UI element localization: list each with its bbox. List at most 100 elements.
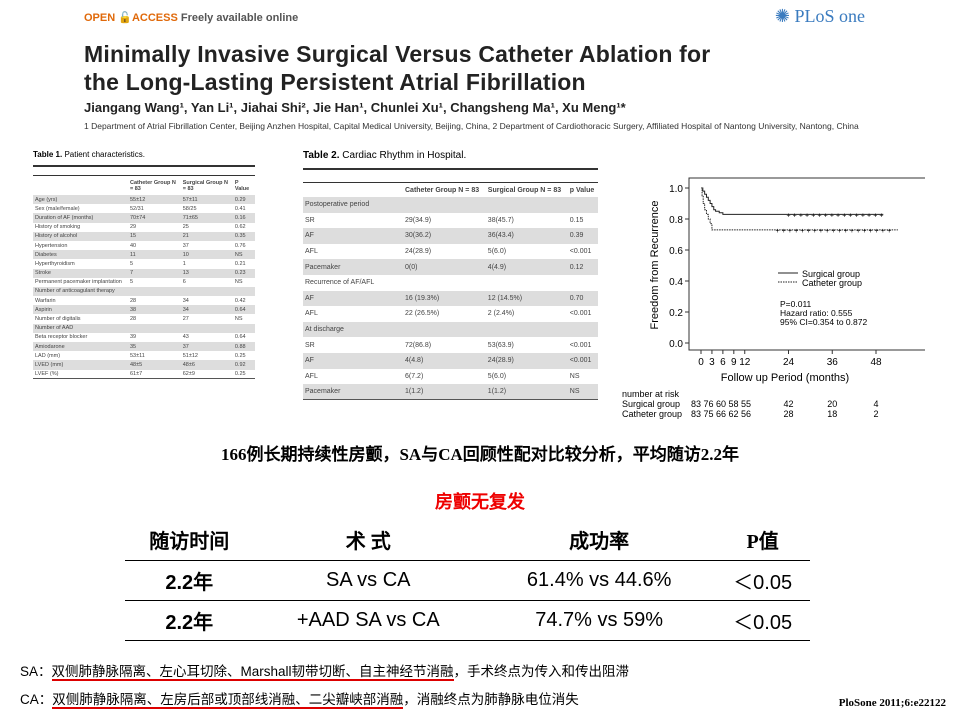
summary-header-row: 随访时间术 式成功率 P值 [125, 520, 810, 561]
header-cell: 术 式 [253, 520, 484, 561]
table-cell: Number of digitalis [35, 316, 81, 323]
header-cell: Catheter Group N = 83 [128, 175, 181, 195]
table-cell: 38 [128, 305, 181, 315]
table-cell: SR [305, 216, 315, 224]
table-cell: History of alcohol [33, 231, 128, 241]
table-row: Amiodarone 35 37 0.88 [33, 342, 255, 352]
table-cell: 0.62 [234, 224, 246, 231]
table-cell: 16 (19.3%) [403, 290, 486, 307]
table-cell: 62±9 [180, 369, 233, 380]
censor-mark: + [887, 228, 891, 235]
table-cell: 51±12 [182, 352, 198, 359]
censor-mark: + [875, 228, 879, 235]
table-cell [567, 321, 598, 338]
censor-mark: + [817, 212, 821, 219]
censor-mark: + [807, 228, 811, 235]
y-tick-label: 0.0 [669, 339, 683, 350]
table-row: AFL 22 (26.5%) 2 (2.4%) <0.001 [303, 306, 598, 322]
table-cell: 29 [130, 224, 137, 231]
x-tick-label: 3 [709, 357, 715, 368]
table-cell: Postoperative period [303, 197, 403, 213]
censor-mark: + [813, 228, 817, 235]
censor-mark: + [862, 228, 866, 235]
censor-mark: + [824, 212, 828, 219]
censor-mark: + [848, 212, 852, 219]
table-cell [485, 321, 568, 338]
table-cell: 5 [130, 260, 134, 267]
cell: 2.2年 [125, 560, 254, 601]
censor-mark: + [799, 212, 803, 219]
table-cell: Warfarin [35, 297, 56, 304]
table-cell [568, 275, 598, 291]
censor-mark: + [776, 228, 780, 235]
table-cell: 34 [182, 297, 189, 304]
table-cell: Stroke [33, 268, 128, 278]
table-cell: 72(86.8) [405, 341, 432, 349]
censor-mark: + [830, 212, 834, 219]
table-row: Stroke 7 13 0.23 [33, 268, 255, 278]
header-cell [33, 175, 128, 195]
table-cell: 21 [180, 231, 233, 241]
table-cell: 0.29 [232, 195, 255, 205]
table-row: LAD (mm) 53±11 51±12 0.25 [33, 351, 255, 360]
table-cell: <0.001 [569, 310, 592, 318]
table-cell: Beta receptor blocker [35, 334, 88, 341]
header-cell: Surgical Group N = 83 [180, 175, 233, 195]
table-cell: Hyperthyroidism [35, 260, 75, 267]
censor-mark: + [786, 212, 790, 219]
header-cell [303, 182, 403, 197]
table-cell: 29(34.9) [405, 216, 432, 224]
table-row: Number of digitalis 28 27 NS [33, 314, 255, 323]
table-row: Sex (male/female) 52/31 58/25 0.41 [33, 204, 255, 213]
censor-mark: + [794, 228, 798, 235]
censor-mark: + [788, 228, 792, 235]
cell: 61.4% vs 44.6% [483, 560, 716, 601]
table-row: Aspirin 38 34 0.64 [33, 305, 255, 315]
x-tick-label: 6 [720, 357, 726, 368]
risk-value: 4 [873, 399, 878, 409]
table-row: AFL 24(28.9) 5(6.0) <0.001 [303, 244, 598, 260]
stat-annotation: Hazard ratio: 0.555 [780, 308, 853, 318]
table-cell: 0.15 [569, 216, 584, 224]
table-row: Number of AAD [33, 323, 255, 333]
table-cell: Hypertension [35, 242, 68, 249]
table-cell [485, 197, 568, 213]
table-cell: NS [569, 372, 580, 380]
table-row: Postoperative period [303, 197, 598, 213]
header-cell: p Value [567, 182, 598, 197]
table-cell: 6(7.2) [405, 372, 424, 380]
table-cell: 5(6.0) [487, 248, 507, 256]
table-cell: 53(63.9) [487, 341, 514, 349]
plos-one-logo: ✺ PLoS one [774, 6, 865, 26]
table-cell: 61±7 [128, 369, 181, 380]
table-cell: 55±12 [128, 195, 181, 205]
table-cell: Pacemaker [303, 259, 403, 275]
censor-mark: + [856, 228, 860, 235]
risk-value: 42 [783, 399, 793, 409]
table-cell: 0.16 [232, 213, 255, 223]
table-row: Hyperthyroidism 5 1 0.21 [33, 259, 255, 268]
table-header-row: Catheter Group N = 83 Surgical Group N = … [33, 175, 255, 195]
table-cell: 36(43.4) [485, 228, 568, 244]
cell: ＜0.05 [715, 560, 810, 601]
risk-table-label: number at risk [622, 389, 680, 399]
table-cell: At discharge [303, 321, 403, 338]
table-cell: 57±11 [180, 195, 233, 205]
table-cell: 0.25 [232, 369, 255, 380]
series-line-catheter [701, 187, 898, 231]
table-cell: 1(1.2) [485, 384, 568, 401]
table-row: AF 16 (19.3%) 12 (14.5%) 0.70 [303, 290, 598, 307]
table-row: Permanent pacemaker implantation 5 6 NS [33, 278, 255, 287]
plot-frame [688, 177, 925, 351]
table-cell: 0.64 [232, 305, 255, 315]
table-cell: 0.70 [567, 290, 598, 307]
table-cell: 11 [128, 250, 181, 260]
table-cell: 12 (14.5%) [485, 290, 568, 307]
paper-title: Minimally Invasive Surgical Versus Cathe… [84, 41, 711, 95]
table-header-row: Catheter Group N = 83 Surgical Group N = … [303, 182, 598, 197]
x-tick-label: 9 [731, 357, 737, 368]
censor-mark: + [879, 212, 883, 219]
table-row: Beta receptor blocker 39 43 0.64 [33, 333, 255, 342]
table-row: Age (yrs) 55±12 57±11 0.29 [33, 195, 255, 205]
